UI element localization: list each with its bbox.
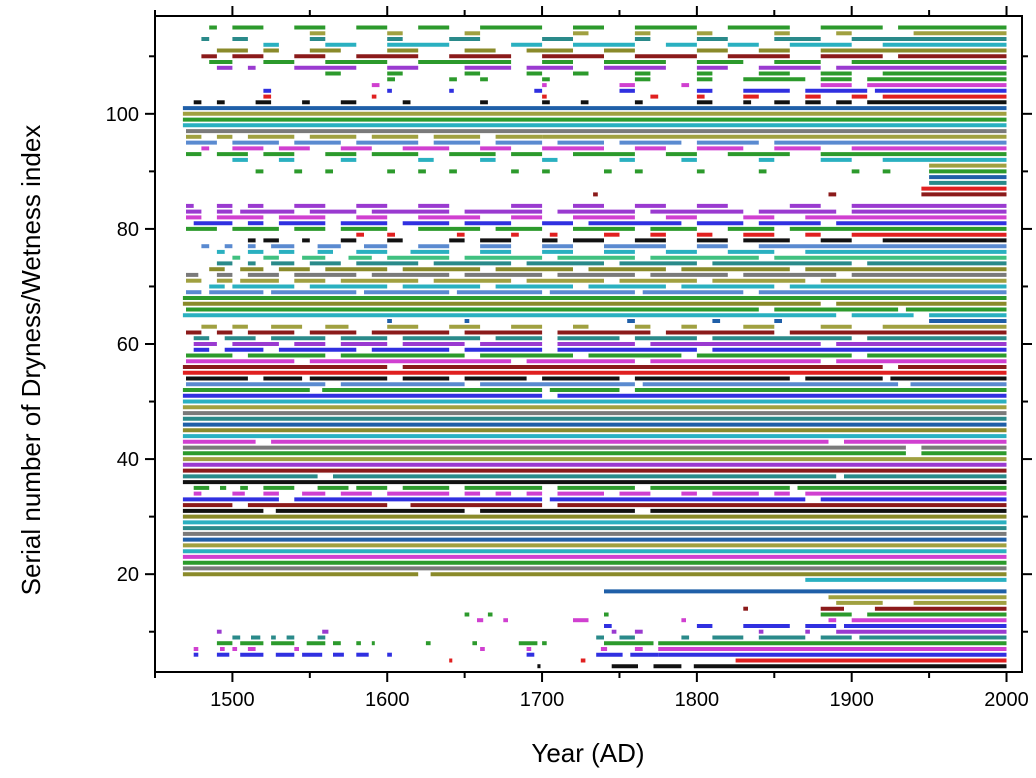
x-tick-label-2000: 2000: [984, 689, 1029, 711]
y-tick-label-100: 100: [106, 104, 139, 126]
x-axis: 1500 1600 1700 1800 1900 2000: [154, 6, 1029, 711]
x-tick-label-1500: 1500: [210, 689, 255, 711]
x-tick-label-1600: 1600: [365, 689, 410, 711]
x-tick-label-1700: 1700: [520, 689, 565, 711]
x-tick-label-1800: 1800: [675, 689, 720, 711]
y-axis-title: Serial number of Dryness/Wetness index: [16, 125, 46, 596]
y-tick-label-40: 40: [117, 449, 139, 471]
x-axis-title: Year (AD): [531, 738, 644, 768]
y-tick-label-20: 20: [117, 564, 139, 586]
x-tick-label-1900: 1900: [829, 689, 874, 711]
y-tick-label-60: 60: [117, 334, 139, 356]
y-tick-label-80: 80: [117, 219, 139, 241]
y-axis: 20 40 60 80 100: [106, 55, 1032, 633]
series-layer: [182, 25, 1007, 669]
